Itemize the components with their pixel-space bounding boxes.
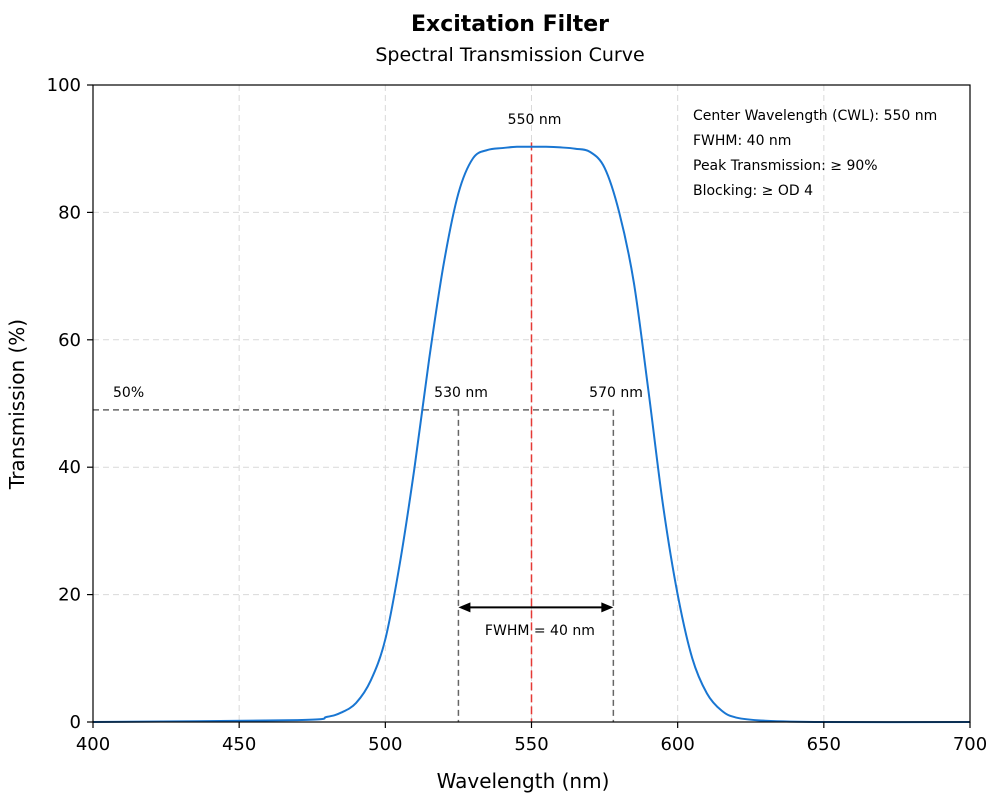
spec-box: Center Wavelength (CWL): 550 nm FWHM: 40 … <box>693 108 937 199</box>
cwl-label: 550 nm <box>508 112 562 128</box>
series-line-transmission <box>92 145 971 724</box>
spec-line: FWHM: 40 nm <box>693 133 791 149</box>
fwhm-right-label: 570 nm <box>589 385 643 401</box>
y-tick-label: 20 <box>58 585 81 606</box>
spec-line: Peak Transmission: ≥ 90% <box>693 158 878 174</box>
half-max-label: 50% <box>113 385 144 401</box>
annotations: 550 nm 50% 530 nm 570 nm FWHM = 40 nm <box>113 112 643 639</box>
x-tick-label: 700 <box>953 734 987 755</box>
chart-subtitle: Spectral Transmission Curve <box>375 44 644 66</box>
series-layer <box>92 145 971 724</box>
y-axis-label: Transmission (%) <box>5 319 29 490</box>
fwhm-left-label: 530 nm <box>434 385 488 401</box>
spec-line: Blocking: ≥ OD 4 <box>693 183 813 199</box>
x-tick-label: 550 <box>514 734 548 755</box>
fwhm-arrowhead-left <box>458 602 471 613</box>
y-tick-label: 80 <box>58 202 81 223</box>
x-tick-label: 600 <box>660 734 694 755</box>
chart-title: Excitation Filter <box>411 12 609 37</box>
fwhm-arrowhead-right <box>601 602 614 613</box>
y-tick-label: 40 <box>58 457 81 478</box>
spec-line: Center Wavelength (CWL): 550 nm <box>693 108 937 124</box>
x-axis-label: Wavelength (nm) <box>437 769 610 793</box>
axes: 400 450 500 550 600 650 700 0 20 40 60 80 100 <box>47 75 988 755</box>
y-tick-label: 60 <box>58 330 81 351</box>
x-tick-label: 500 <box>368 734 402 755</box>
x-tick-label: 450 <box>222 734 256 755</box>
fwhm-label: FWHM = 40 nm <box>485 623 595 639</box>
y-tick-label: 0 <box>70 712 81 733</box>
y-tick-label: 100 <box>47 75 81 96</box>
fwhm-guides <box>93 142 615 722</box>
x-tick-label: 650 <box>807 734 841 755</box>
x-tick-label: 400 <box>76 734 110 755</box>
